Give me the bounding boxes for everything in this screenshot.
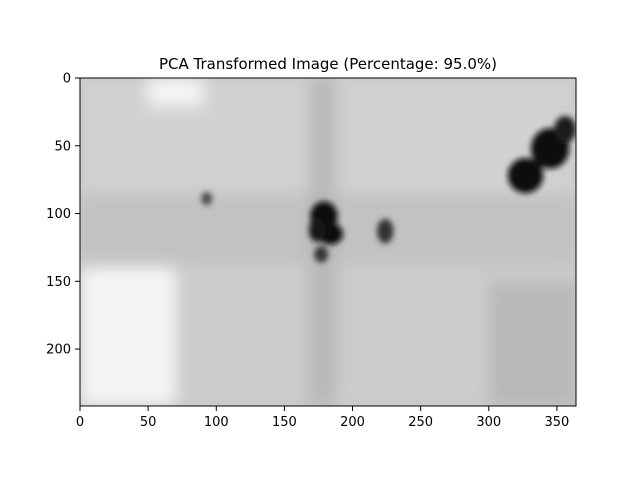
- plot-frame: [79, 77, 577, 407]
- image-region-4: [148, 78, 203, 106]
- y-tick-label: 150: [46, 275, 71, 290]
- dark-spot-5: [377, 218, 394, 244]
- x-tick-label: 250: [408, 415, 433, 430]
- x-tick-label: 0: [76, 415, 84, 430]
- dark-spot-6: [507, 157, 544, 194]
- dark-spot-0: [201, 191, 213, 206]
- y-tick-label: 0: [63, 72, 71, 87]
- x-tick-label: 200: [340, 415, 365, 430]
- dark-spot-4: [314, 246, 328, 263]
- x-tick-label: 150: [272, 415, 297, 430]
- image-region-5: [488, 281, 576, 406]
- y-tick-label: 100: [46, 207, 71, 222]
- dark-spot-3: [308, 217, 326, 242]
- chart-title: PCA Transformed Image (Percentage: 95.0%…: [159, 55, 497, 73]
- y-tick-label: 50: [54, 139, 71, 154]
- dark-spot-8: [554, 115, 576, 144]
- x-tick-label: 50: [140, 415, 157, 430]
- x-tick-label: 300: [476, 415, 501, 430]
- pca-image: [80, 78, 576, 406]
- x-axis: 0 50 100 150 200 250 300 350: [76, 406, 569, 430]
- image-dark-spots: [201, 115, 576, 263]
- y-axis: 0 50 100 150 200: [46, 72, 80, 358]
- y-tick-label: 200: [46, 343, 71, 358]
- x-tick-label: 350: [545, 415, 570, 430]
- image-region-3: [80, 267, 176, 406]
- x-tick-label: 100: [204, 415, 229, 430]
